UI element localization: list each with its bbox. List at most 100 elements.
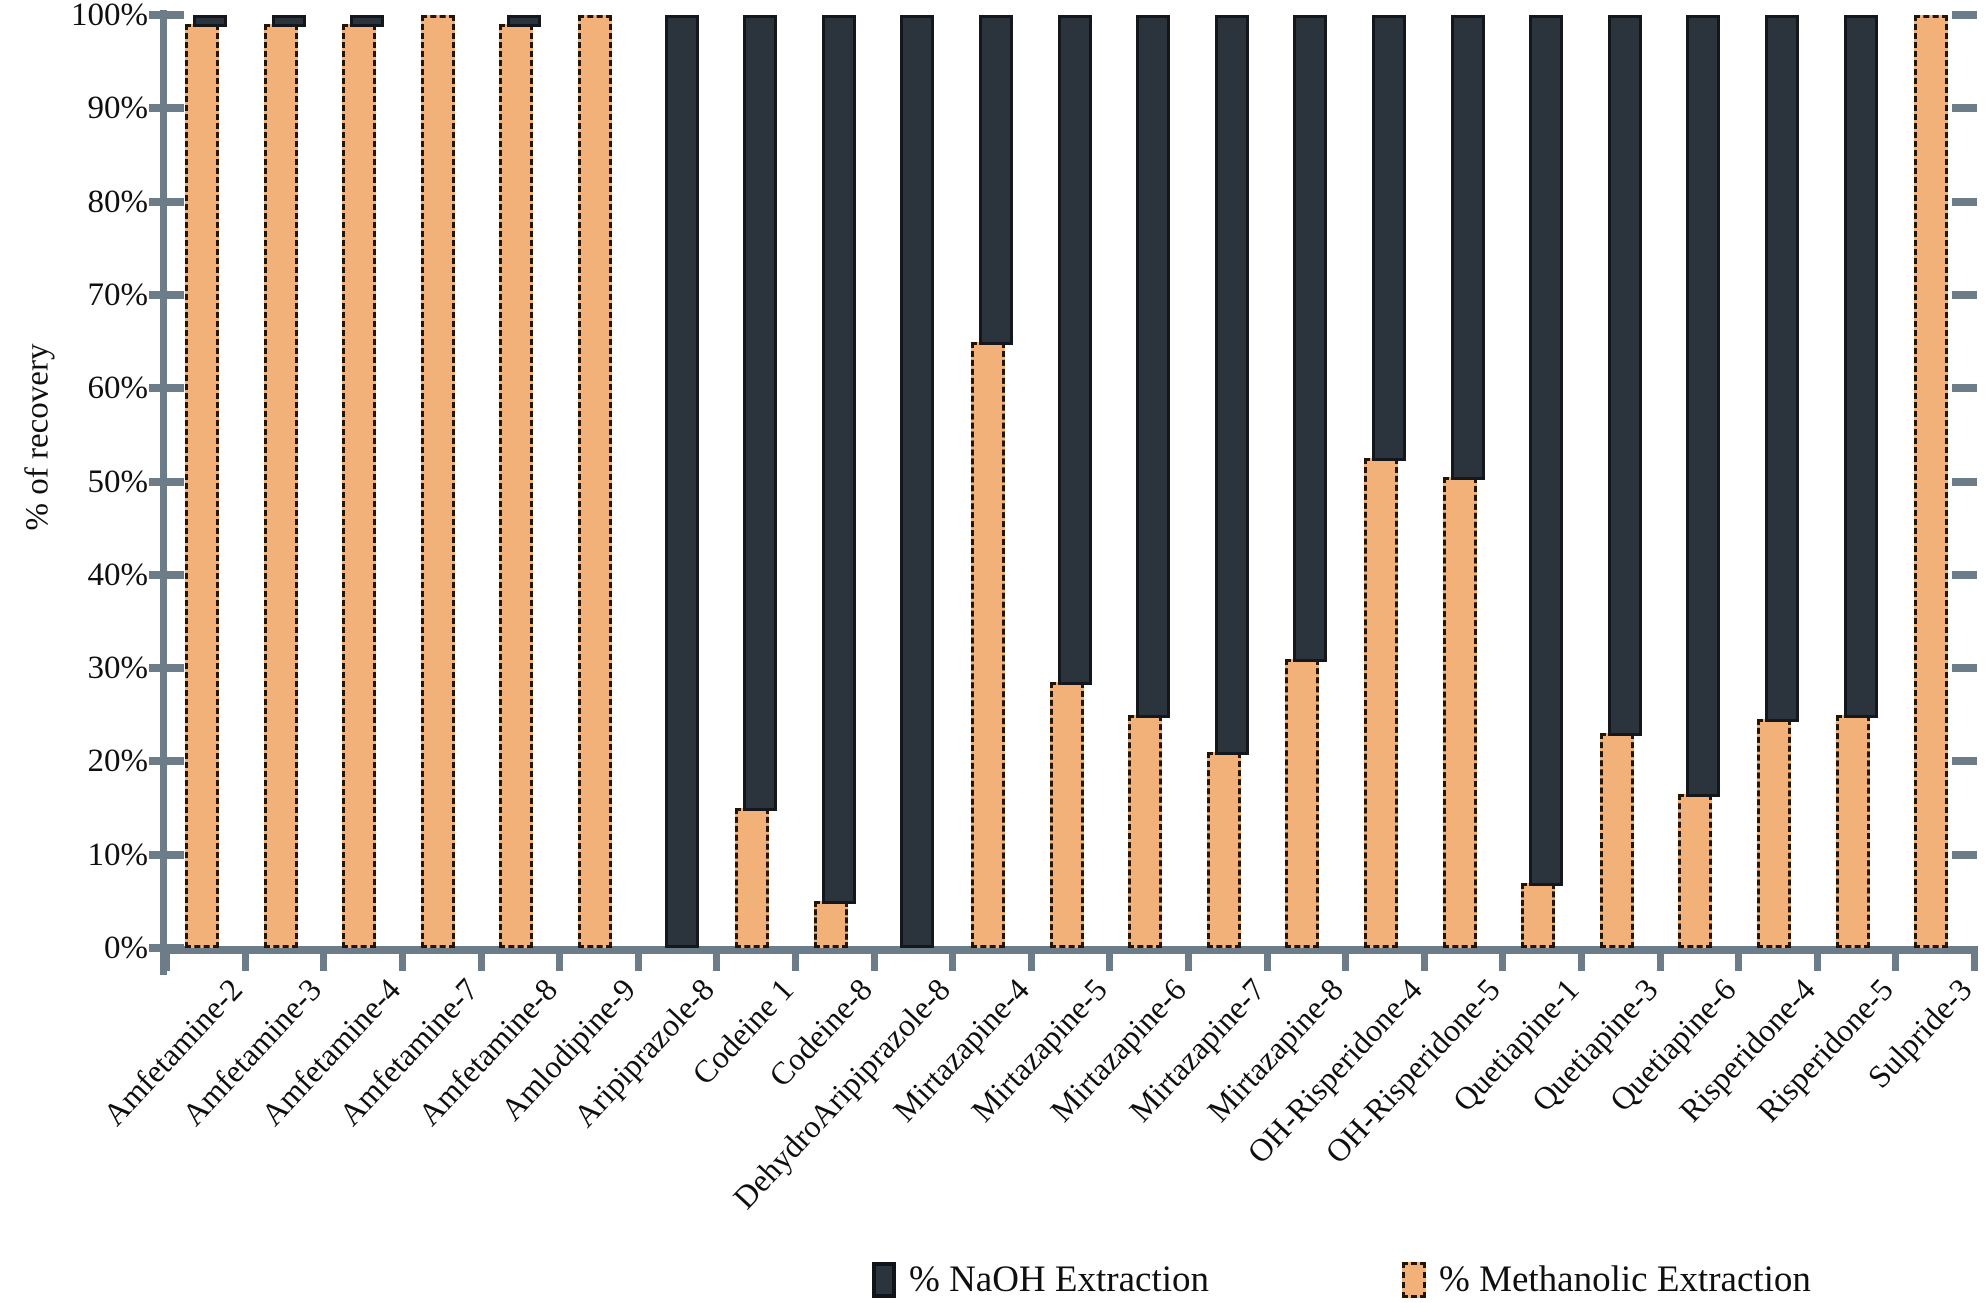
methanolic-bar [1128, 714, 1163, 948]
methanolic-bar [185, 24, 219, 948]
naoh-bar [1686, 15, 1721, 798]
methanolic-bar [1285, 658, 1320, 948]
y-axis-tick-label: 30% [87, 650, 149, 687]
methanolic-bar [1757, 719, 1791, 948]
y-axis-tick [149, 477, 184, 486]
y-axis-tick [149, 570, 184, 579]
right-axis-tick [1952, 197, 1977, 206]
naoh-bar [507, 15, 542, 28]
y-axis-tick-label: 80% [87, 183, 149, 220]
naoh-bar [664, 15, 699, 948]
naoh-bar [1843, 15, 1878, 718]
x-axis-tick [949, 946, 957, 971]
naoh-bar [743, 15, 778, 812]
naoh-bar [350, 15, 385, 28]
naoh-bar [1529, 15, 1564, 886]
methanolic-bar [1049, 682, 1084, 948]
x-axis-tick [1813, 946, 1821, 971]
right-axis-tick [1952, 664, 1977, 673]
x-axis-tick [1578, 946, 1585, 971]
legend-item-methanolic: % Methanolic Extraction [1402, 1258, 1811, 1301]
x-axis-tick [1499, 946, 1507, 971]
naoh-bar [900, 15, 935, 948]
methanolic-bar [813, 901, 848, 948]
x-axis-tick [1892, 946, 1900, 971]
methanolic-bar [971, 341, 1005, 948]
x-axis-tick [556, 946, 564, 971]
y-axis-tick-label: 10% [87, 836, 149, 873]
naoh-bar [979, 15, 1013, 345]
right-axis-tick [1952, 850, 1977, 859]
methanolic-bar [1442, 476, 1477, 948]
x-axis-tick [713, 946, 721, 971]
naoh-bar [1293, 15, 1328, 662]
naoh-legend-swatch-icon [872, 1261, 896, 1298]
y-axis-tick-label: 70% [87, 276, 149, 313]
legend-item-naoh: % NaOH Extraction [872, 1258, 1209, 1301]
right-axis-tick [1952, 570, 1977, 579]
right-axis-tick [1952, 11, 1977, 19]
methanolic-bar [1678, 794, 1713, 948]
y-axis-tick [149, 850, 184, 859]
x-axis-tick [1656, 946, 1664, 971]
x-axis-tick [477, 946, 485, 971]
naoh-bar [1450, 15, 1485, 480]
right-axis-tick [1952, 384, 1977, 393]
x-axis-tick [1735, 946, 1743, 971]
x-axis-tick [163, 946, 171, 971]
naoh-bar [1057, 15, 1092, 686]
methanolic-bar [1599, 733, 1634, 948]
naoh-bar [1214, 15, 1249, 756]
methanolic-bar [578, 15, 612, 948]
x-axis-tick [1342, 946, 1350, 971]
x-axis-tick [399, 946, 406, 971]
y-axis-tick [149, 290, 184, 299]
methanolic-legend-swatch-icon [1402, 1261, 1426, 1298]
y-axis-tick [149, 384, 184, 393]
y-axis-tick [149, 757, 184, 766]
methanolic-bar [499, 24, 534, 948]
right-axis-tick [1952, 104, 1977, 113]
y-axis-tick-label: 90% [87, 90, 149, 127]
methanolic-bar [1364, 458, 1398, 948]
methanolic-bar [263, 24, 298, 948]
naoh-bar [1136, 15, 1171, 718]
naoh-bar [1765, 15, 1799, 723]
naoh-legend-label: % NaOH Extraction [909, 1259, 1210, 1300]
x-axis-tick [1420, 946, 1428, 971]
methanolic-bar [342, 24, 377, 948]
y-axis-tick-label: 60% [87, 370, 149, 407]
x-axis-tick [1971, 946, 1978, 971]
naoh-bar [1607, 15, 1642, 737]
naoh-bar [193, 15, 227, 28]
naoh-bar [271, 15, 306, 28]
naoh-bar [821, 15, 856, 905]
methanolic-bar [735, 808, 770, 948]
naoh-bar [1372, 15, 1406, 462]
y-axis-tick [149, 664, 184, 673]
x-axis-line [160, 946, 1978, 954]
y-axis-tick-label: 0% [104, 930, 148, 966]
x-axis-tick [1185, 946, 1192, 971]
y-axis-tick-label: 50% [87, 463, 149, 500]
methanolic-bar [1206, 752, 1241, 948]
x-axis-tick [1027, 946, 1035, 971]
y-axis-tick-label: 20% [87, 743, 149, 780]
methanolic-bar [1835, 714, 1870, 948]
x-axis-tick [1263, 946, 1271, 971]
methanolic-bar [1914, 15, 1949, 948]
right-axis-tick [1952, 477, 1977, 486]
y-axis-tick [149, 197, 184, 206]
y-axis-tick [149, 104, 184, 113]
x-axis-tick [634, 946, 642, 971]
y-axis-tick-label: 40% [87, 556, 149, 593]
right-axis-tick [1952, 757, 1977, 766]
y-axis-tick-label: 100% [71, 0, 148, 33]
y-axis-tick [149, 11, 184, 19]
y-axis-line [160, 10, 167, 975]
methanolic-bar [1521, 882, 1556, 948]
x-axis-tick [870, 946, 878, 971]
x-axis-tick [320, 946, 328, 971]
y-axis-title: % of recovery [19, 343, 56, 531]
